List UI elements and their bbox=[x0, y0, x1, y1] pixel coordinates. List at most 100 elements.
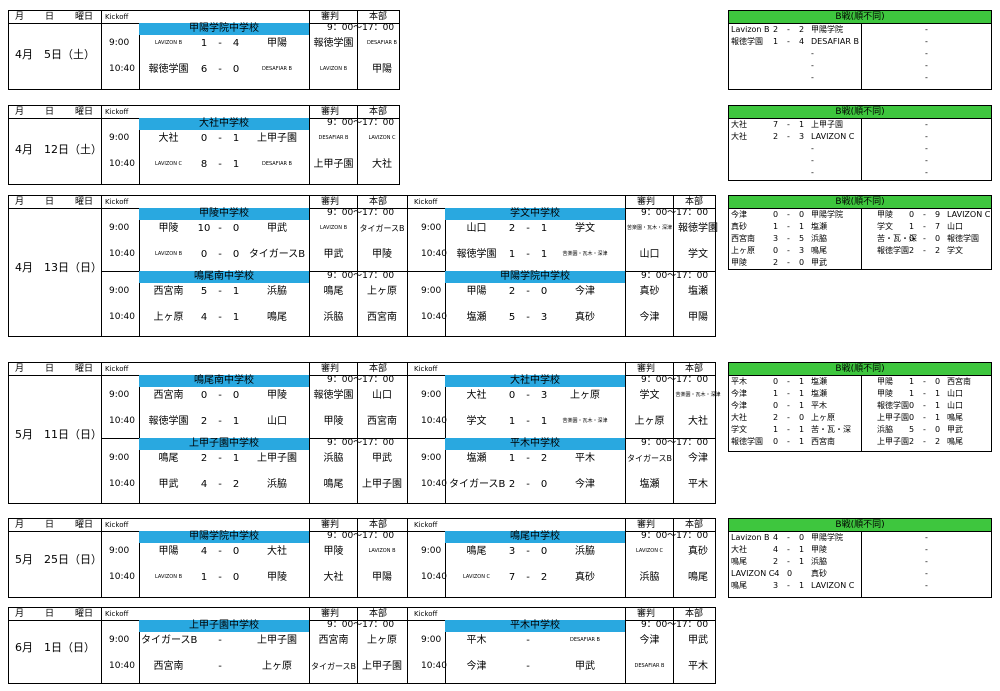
score-separator: - bbox=[218, 546, 222, 557]
home-team: 甲陽 bbox=[158, 546, 179, 557]
divider-line bbox=[9, 208, 715, 209]
home-score: 8 bbox=[200, 159, 208, 170]
b-game-cell: 鳴尾 bbox=[811, 246, 827, 255]
b-game-row: LAVIZON C4-0 真砂 - bbox=[729, 568, 991, 580]
hq: タイガースB bbox=[359, 224, 405, 233]
venue-hours: 9：00～17：00 bbox=[641, 375, 709, 385]
header-hq: 本部 bbox=[369, 520, 388, 530]
venue-name: 平木中学校 bbox=[445, 620, 625, 632]
home-team: 上ヶ原 bbox=[153, 312, 184, 323]
b-game-cell: 報徳学園 bbox=[877, 246, 909, 255]
b-game-cell: 真砂 bbox=[731, 222, 747, 231]
referee: 報徳学園 bbox=[313, 390, 354, 401]
home-team: 報徳学園 bbox=[148, 416, 189, 427]
kickoff-time: 9:00 bbox=[421, 546, 442, 556]
hq: 今津 bbox=[688, 453, 708, 464]
referee: 西宮南 bbox=[318, 635, 349, 646]
kickoff-time: 9:00 bbox=[109, 635, 130, 645]
b-game-cell: 0 bbox=[773, 437, 779, 446]
home-score: 2 bbox=[200, 453, 208, 464]
b-game-cell: - bbox=[811, 61, 814, 70]
b-game-cell: 浜脇 bbox=[811, 234, 827, 243]
b-game-row: -- bbox=[729, 48, 991, 60]
away-team: 浜脇 bbox=[267, 286, 287, 297]
b-game-cell: 報徳学園 bbox=[731, 37, 763, 46]
match-date: 4月 5日（土） bbox=[15, 48, 95, 61]
b-game-row: 平木 0-1 塩瀬 甲陽 1-0 西宮南 bbox=[729, 376, 991, 388]
score-separator: - bbox=[526, 312, 530, 323]
hq: 塩瀬 bbox=[688, 286, 708, 297]
home-score: 0 bbox=[200, 390, 208, 401]
b-game-cell: 上甲子園 bbox=[877, 413, 909, 422]
away-score: 2 bbox=[540, 572, 548, 583]
divider-line bbox=[407, 519, 408, 597]
home-score: 3 bbox=[508, 546, 516, 557]
away-team: 甲武 bbox=[267, 223, 287, 234]
home-team: 報徳学園 bbox=[456, 249, 497, 260]
home-score: 7 bbox=[508, 572, 516, 583]
venue-hours: 9：00～17：00 bbox=[641, 271, 709, 281]
b-game-cell: 鳴尾 bbox=[947, 437, 963, 446]
home-score: 2 bbox=[508, 479, 516, 490]
away-team: 甲武 bbox=[575, 661, 595, 672]
b-game-title: B戦(順不同) bbox=[729, 196, 991, 209]
away-team: 浜脇 bbox=[575, 546, 595, 557]
divider-line bbox=[673, 519, 674, 597]
venue-name: 甲陽学院中学校 bbox=[139, 23, 309, 35]
divider-line bbox=[357, 196, 358, 336]
header-referee-2: 審判 bbox=[637, 520, 656, 530]
b-game-cell: 報徳学園 bbox=[947, 234, 979, 243]
b-game-cell: 浜脇 bbox=[811, 557, 827, 566]
kickoff-time: 10:40 bbox=[109, 312, 135, 322]
b-game-cell: 鳴尾 bbox=[947, 413, 963, 422]
away-team: 浜脇 bbox=[267, 479, 287, 490]
divider-line bbox=[861, 532, 862, 597]
kickoff-time: 9:00 bbox=[421, 390, 442, 400]
b-game-cell: - bbox=[787, 222, 790, 231]
b-game-cell: - bbox=[923, 222, 926, 231]
b-game-cell: - bbox=[787, 120, 790, 129]
b-game-cell: 甲陵 bbox=[731, 258, 747, 267]
b-game-cell: 3 bbox=[799, 246, 805, 255]
b-game-cell: 山口 bbox=[947, 401, 963, 410]
venue-name: 上甲子園中学校 bbox=[139, 620, 309, 632]
header-hq-2: 本部 bbox=[685, 197, 704, 207]
hq: 上ヶ原 bbox=[367, 286, 397, 297]
away-score: 1 bbox=[540, 223, 548, 234]
b-game-cell: 甲陵 bbox=[877, 389, 893, 398]
b-game-cell: 0 bbox=[909, 234, 915, 243]
kickoff-time: 10:40 bbox=[421, 416, 447, 426]
header-weekday: 曜日 bbox=[75, 609, 94, 619]
home-score: 1 bbox=[200, 572, 208, 583]
away-score: 0 bbox=[232, 546, 240, 557]
kickoff-time: 9:00 bbox=[421, 223, 442, 233]
score-separator: - bbox=[218, 286, 222, 297]
divider-line bbox=[101, 608, 102, 683]
referee: 今津 bbox=[639, 635, 660, 646]
divider-line bbox=[673, 363, 674, 503]
kickoff-time: 9:00 bbox=[421, 286, 442, 296]
b-game-row: 大社 7-1 上甲子園 - bbox=[729, 119, 991, 131]
b-game-cell: 報徳学園 bbox=[877, 401, 909, 410]
header-hq: 本部 bbox=[369, 107, 388, 117]
b-game-cell: - bbox=[787, 377, 790, 386]
divider-line bbox=[101, 519, 102, 597]
away-score: 1 bbox=[232, 453, 240, 464]
away-team: タイガースB bbox=[248, 249, 306, 260]
divider-line bbox=[9, 620, 715, 621]
venue-hours: 9：00～17：00 bbox=[641, 208, 709, 218]
away-team: DESAFIAR B bbox=[262, 161, 292, 167]
b-game-cell: 4 bbox=[799, 37, 805, 46]
hq: 西宮南 bbox=[367, 312, 397, 323]
kickoff-time: 10:40 bbox=[421, 661, 447, 671]
hq: 上甲子園 bbox=[362, 479, 402, 490]
header-day: 日 bbox=[45, 107, 55, 117]
b-game-cell: 今津 bbox=[731, 389, 747, 398]
header-hq: 本部 bbox=[369, 197, 388, 207]
home-score: 1 bbox=[200, 38, 208, 49]
b-game-box: B戦(順不同) Lavizon B 2-2 甲陽学院 - 報徳学園 1-4 DESAFIAR … bbox=[728, 10, 992, 90]
b-game-cell: 苦・瓦・深 bbox=[877, 234, 917, 243]
b-game-cell: 学文 bbox=[731, 425, 747, 434]
b-game-cell: 1 bbox=[799, 377, 805, 386]
b-game-cell: 1 bbox=[909, 389, 915, 398]
